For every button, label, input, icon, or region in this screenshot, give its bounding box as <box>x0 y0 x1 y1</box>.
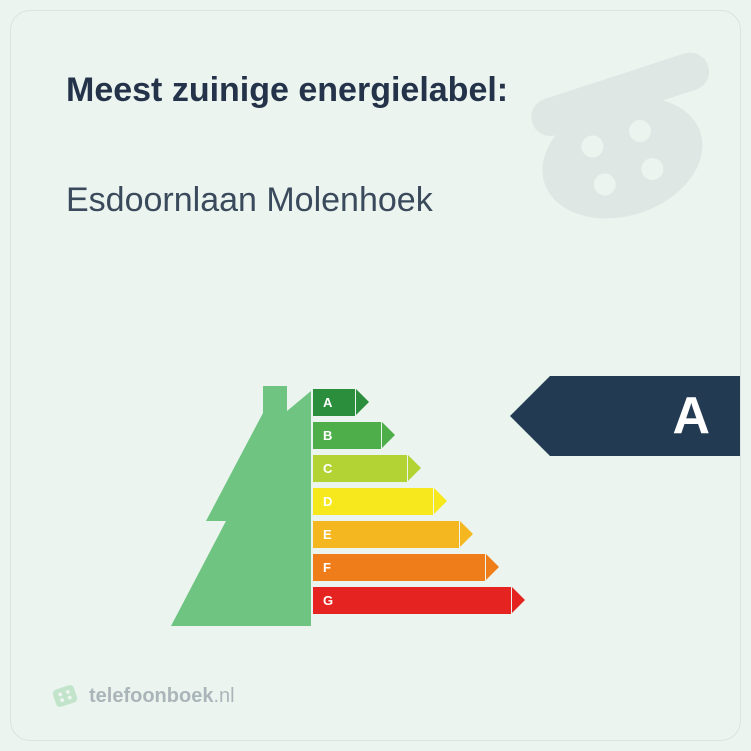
energy-bar-label: A <box>313 389 355 416</box>
bar-arrow-icon <box>408 455 421 481</box>
energy-bar-f: F <box>313 554 511 581</box>
footer: telefoonboek.nl <box>51 682 235 710</box>
bar-arrow-icon <box>434 488 447 514</box>
energy-bar-d: D <box>313 488 511 515</box>
footer-logo-icon <box>51 682 79 710</box>
energy-bar-g: G <box>313 587 511 614</box>
energy-bar-e: E <box>313 521 511 548</box>
house-icon <box>161 371 311 631</box>
footer-brand: telefoonboek.nl <box>89 685 235 708</box>
card: Meest zuinige energielabel: Esdoornlaan … <box>10 10 741 741</box>
footer-brand-ext: .nl <box>213 685 234 707</box>
energy-bar-label: E <box>313 521 459 548</box>
energy-bars: ABCDEFG <box>313 389 511 620</box>
energy-bar-label: B <box>313 422 381 449</box>
title: Meest zuinige energielabel: <box>66 71 508 110</box>
bar-arrow-icon <box>356 389 369 415</box>
energy-bar-a: A <box>313 389 511 416</box>
subtitle: Esdoornlaan Molenhoek <box>66 181 433 220</box>
energy-bar-label: G <box>313 587 511 614</box>
bar-arrow-icon <box>382 422 395 448</box>
bar-arrow-icon <box>512 587 525 613</box>
energy-bar-b: B <box>313 422 511 449</box>
energy-bar-label: F <box>313 554 485 581</box>
phone-bg-icon <box>510 31 751 231</box>
bar-arrow-icon <box>460 521 473 547</box>
rating-badge: A <box>550 376 740 456</box>
energy-bar-label: D <box>313 488 433 515</box>
bar-arrow-icon <box>486 554 499 580</box>
rating-badge-label: A <box>672 386 710 446</box>
footer-brand-name: telefoonboek <box>89 685 213 707</box>
energy-bar-c: C <box>313 455 511 482</box>
energy-bar-label: C <box>313 455 407 482</box>
